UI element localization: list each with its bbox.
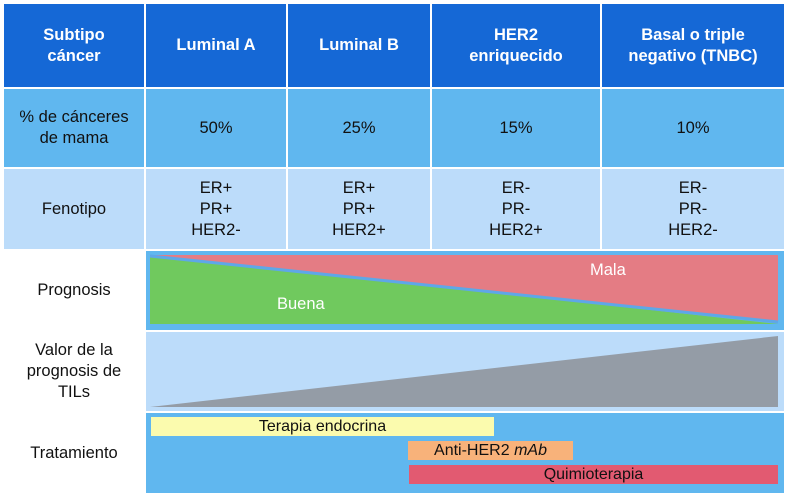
header-row: Subtipo cáncer Luminal A Luminal B HER2 … [0,4,788,87]
treatment-bar-chemo: Quimioterapia [409,465,778,484]
percent-luminal-b: 25% [288,89,430,167]
til-wedge [150,336,778,407]
percent-row: % de cánceres de mama 50% 25% 15% 10% [0,89,788,167]
til-row: Valor de la prognosis de TILs [0,332,788,411]
treatment-bar-anti-her2: Anti-HER2 mAb [408,441,573,460]
header-her2: HER2 enriquecido [432,4,600,87]
header-tnbc: Basal o triple negativo (TNBC) [602,4,784,87]
phenotype-her2: ER- PR- HER2+ [432,169,600,249]
header-luminal-b: Luminal B [288,4,430,87]
prognosis-row: Prognosis Buena Mala [0,251,788,330]
prognosis-good-label: Buena [277,295,325,313]
prognosis-gradient [149,254,779,324]
phenotype-luminal-a: ER+ PR+ HER2- [146,169,286,249]
phenotype-row: Fenotipo ER+ PR+ HER2- ER+ PR+ HER2+ ER-… [0,169,788,249]
treatment-bar-endocrine: Terapia endocrina [151,417,494,436]
til-band [146,332,784,411]
percent-label: % de cánceres de mama [4,89,144,167]
treatment-band: Terapia endocrina Anti-HER2 mAb Quimiote… [146,413,784,493]
header-luminal-a: Luminal A [146,4,286,87]
prognosis-divider [149,254,779,324]
treatment-label: Tratamiento [30,443,118,462]
treatment-bar-anti-her2-label: Anti-HER2 mAb [434,441,547,459]
til-label: Valor de la prognosis de TILs [26,341,122,401]
phenotype-tnbc: ER- PR- HER2- [602,169,784,249]
til-wedge-area [150,336,778,407]
treatment-row: Tratamiento Terapia endocrina Anti-HER2 … [0,413,788,493]
percent-her2: 15% [432,89,600,167]
percent-luminal-a: 50% [146,89,286,167]
phenotype-label: Fenotipo [4,169,144,249]
phenotype-luminal-b: ER+ PR+ HER2+ [288,169,430,249]
prognosis-label: Prognosis [37,281,111,299]
prognosis-bad-label: Mala [590,261,626,279]
header-label: Subtipo cáncer [4,4,144,87]
treatment-bar-chemo-label: Quimioterapia [543,465,644,483]
prognosis-band: Buena Mala [146,251,784,330]
percent-tnbc: 10% [602,89,784,167]
treatment-bar-endocrine-label: Terapia endocrina [258,417,387,435]
